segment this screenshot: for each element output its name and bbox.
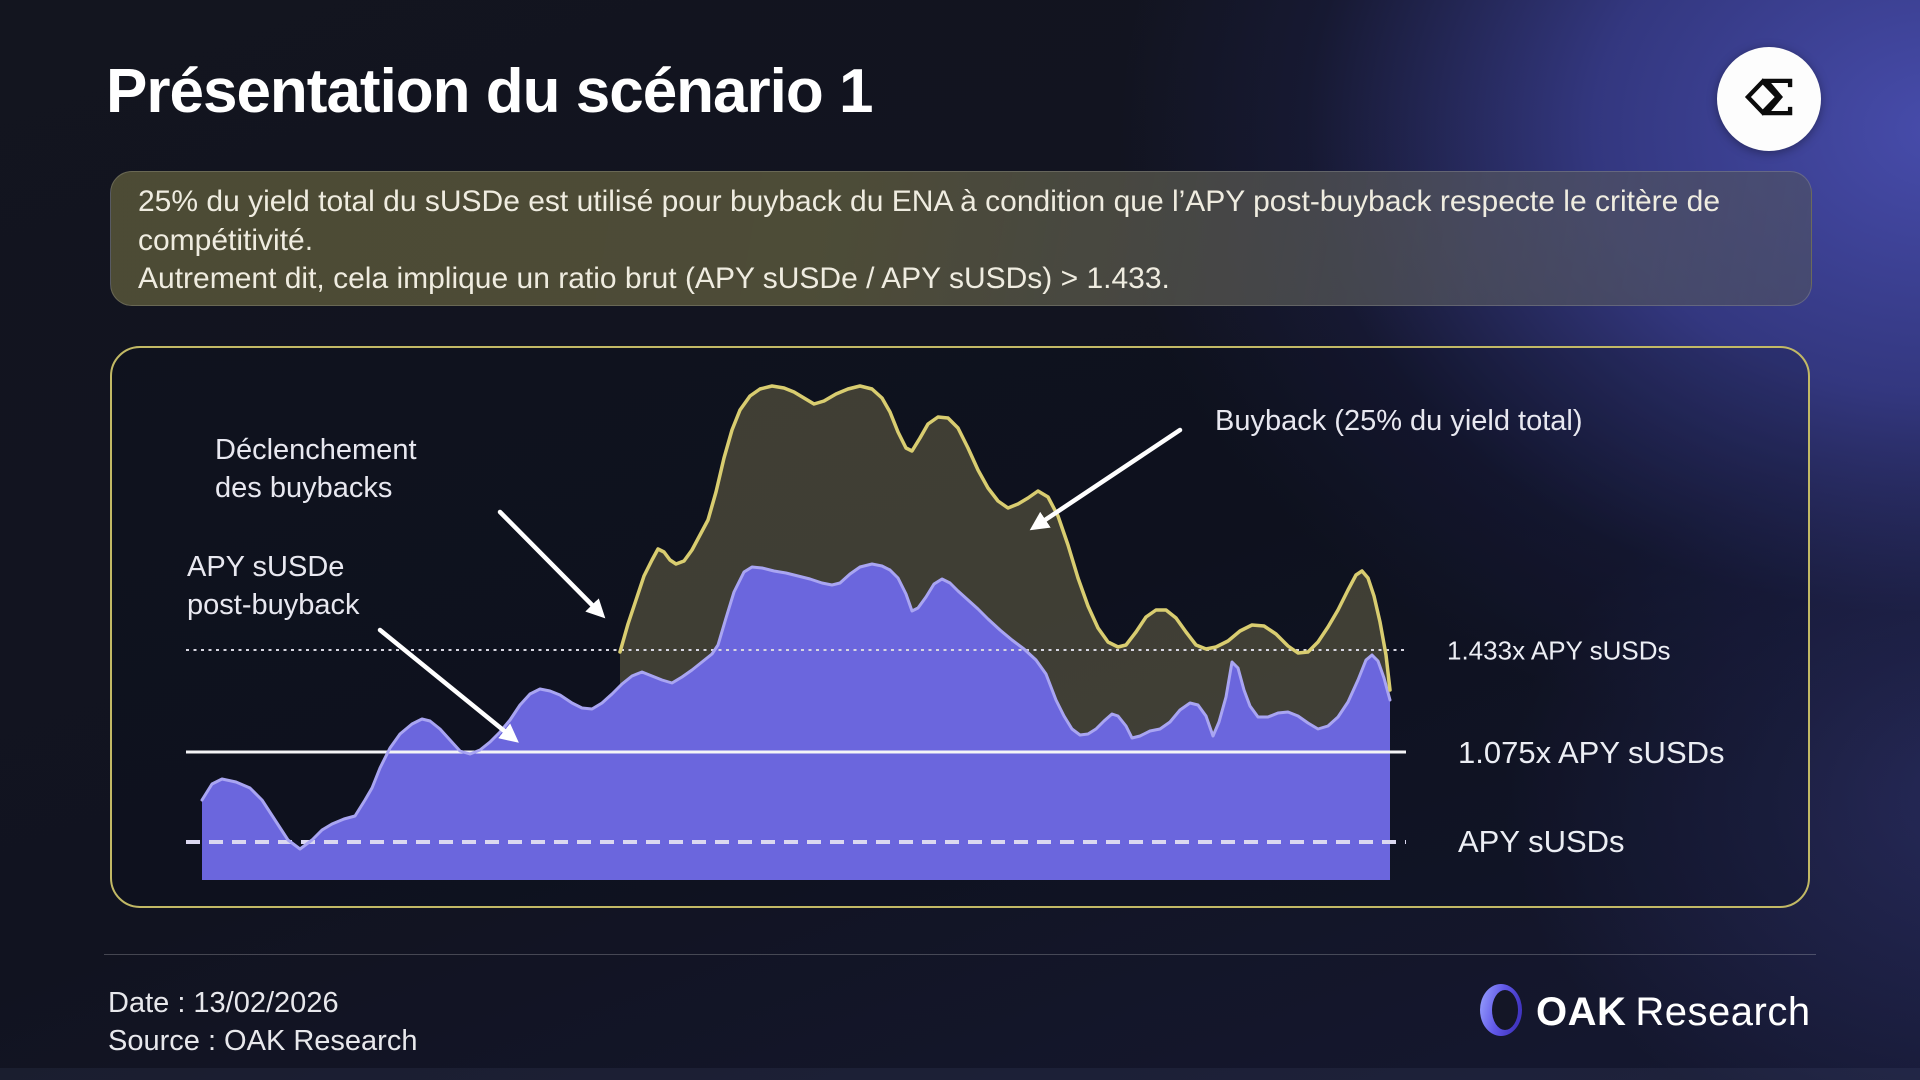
- scenario-description-box: 25% du yield total du sUSDe est utilisé …: [110, 171, 1812, 306]
- annotation-apy-line1: APY sUSDe: [187, 551, 345, 583]
- oak-brand-text: OAK Research: [1536, 990, 1811, 1035]
- oak-brand-light: Research: [1635, 990, 1811, 1034]
- ref-label-1075x: 1.075x APY sUSDs: [1458, 735, 1725, 770]
- annotation-declenchement: Déclenchement des buybacks: [215, 431, 417, 507]
- oak-research-logo: OAK Research: [1478, 982, 1811, 1043]
- ethena-logo-badge: [1717, 47, 1821, 151]
- description-line-1: 25% du yield total du sUSDe est utilisé …: [138, 185, 1721, 218]
- description-line-3: Autrement dit, cela implique un ratio br…: [138, 262, 1170, 295]
- footer-source: Source : OAK Research: [108, 1025, 418, 1057]
- ethena-sigma-icon: [1738, 66, 1800, 133]
- ref-label-1433x: 1.433x APY sUSDs: [1447, 635, 1671, 666]
- bottom-accent-strip: [0, 1068, 1920, 1080]
- ref-label-apy-susds: APY sUSDs: [1458, 824, 1625, 859]
- footer-date: Date : 13/02/2026: [108, 987, 339, 1019]
- footer-divider: [104, 954, 1816, 955]
- oak-ring-icon: [1478, 982, 1524, 1043]
- annotation-buyback-share: Buyback (25% du yield total): [1215, 402, 1583, 440]
- annotation-declenchement-line2: des buybacks: [215, 472, 393, 504]
- annotation-buyback-line1: Buyback (25% du yield total): [1215, 405, 1583, 437]
- page-title: Présentation du scénario 1: [106, 57, 873, 126]
- oak-brand-bold: OAK: [1536, 990, 1627, 1034]
- annotation-apy-post-buyback: APY sUSDe post-buyback: [187, 548, 360, 624]
- annotation-apy-line2: post-buyback: [187, 589, 360, 621]
- annotation-declenchement-line1: Déclenchement: [215, 434, 417, 466]
- description-line-2: compétitivité.: [138, 223, 314, 257]
